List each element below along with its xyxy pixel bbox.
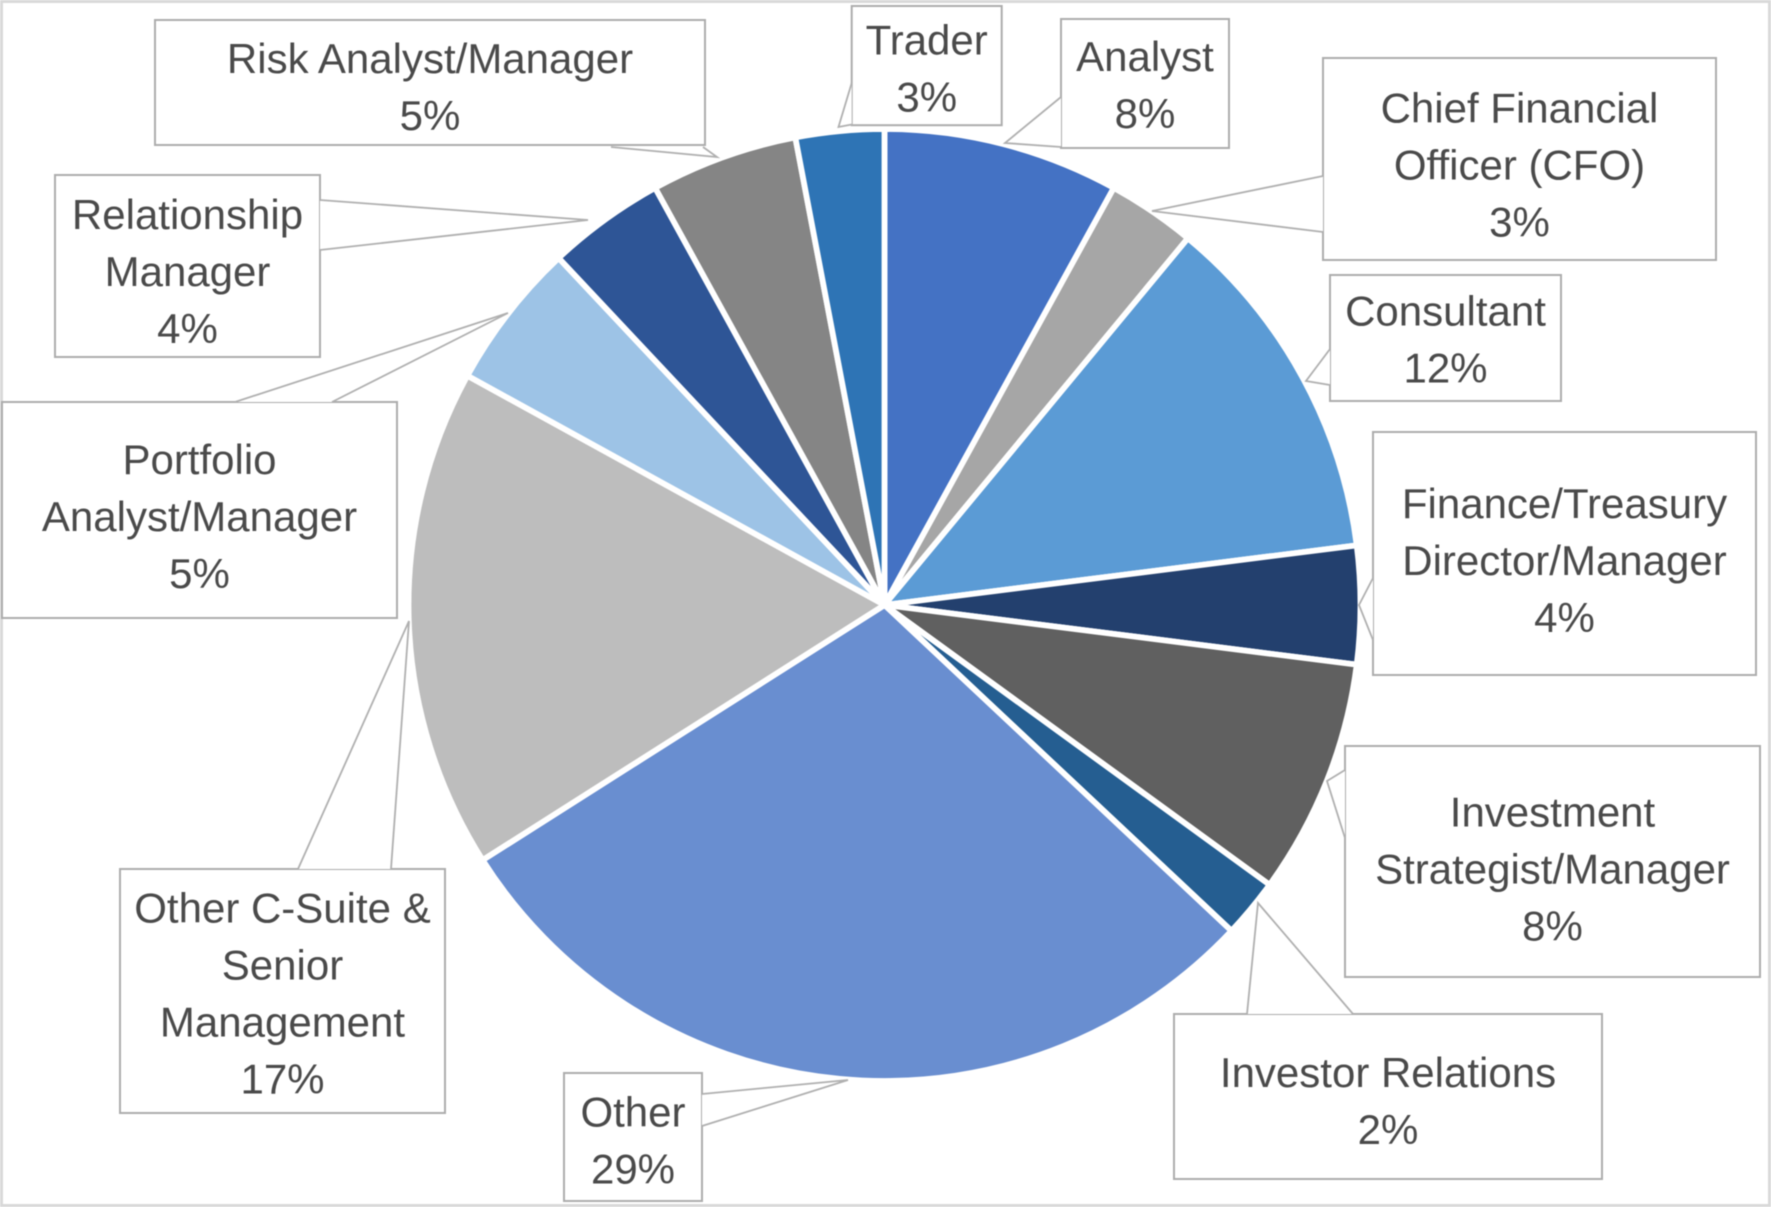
svg-text:5%: 5% <box>169 550 230 597</box>
svg-text:17%: 17% <box>240 1056 324 1103</box>
svg-text:Analyst/Manager: Analyst/Manager <box>42 493 357 540</box>
svg-text:Trader: Trader <box>866 17 988 64</box>
svg-text:Relationship: Relationship <box>72 191 303 238</box>
svg-text:29%: 29% <box>591 1146 675 1193</box>
svg-text:Risk Analyst/Manager: Risk Analyst/Manager <box>227 35 633 82</box>
svg-text:Chief Financial: Chief Financial <box>1381 85 1659 132</box>
svg-text:Senior: Senior <box>222 942 343 989</box>
svg-text:Analyst: Analyst <box>1076 33 1214 80</box>
svg-text:8%: 8% <box>1115 90 1176 137</box>
svg-text:Consultant: Consultant <box>1345 288 1546 335</box>
svg-text:2%: 2% <box>1358 1106 1419 1153</box>
svg-text:3%: 3% <box>896 74 957 121</box>
svg-text:4%: 4% <box>157 305 218 352</box>
svg-text:Other C-Suite &: Other C-Suite & <box>134 885 430 932</box>
svg-text:Management: Management <box>160 999 405 1046</box>
svg-text:12%: 12% <box>1403 345 1487 392</box>
svg-text:Finance/Treasury: Finance/Treasury <box>1402 480 1727 527</box>
svg-text:Strategist/Manager: Strategist/Manager <box>1375 846 1730 893</box>
svg-text:Director/Manager: Director/Manager <box>1402 537 1726 584</box>
svg-text:4%: 4% <box>1534 594 1595 641</box>
svg-text:5%: 5% <box>400 92 461 139</box>
svg-text:Investor Relations: Investor Relations <box>1220 1049 1556 1096</box>
svg-text:Portfolio: Portfolio <box>122 436 276 483</box>
svg-text:3%: 3% <box>1489 199 1550 246</box>
svg-text:Manager: Manager <box>105 248 271 295</box>
svg-text:Officer (CFO): Officer (CFO) <box>1394 142 1645 189</box>
svg-text:Other: Other <box>580 1089 685 1136</box>
svg-text:8%: 8% <box>1522 903 1583 950</box>
svg-text:Investment: Investment <box>1450 789 1656 836</box>
